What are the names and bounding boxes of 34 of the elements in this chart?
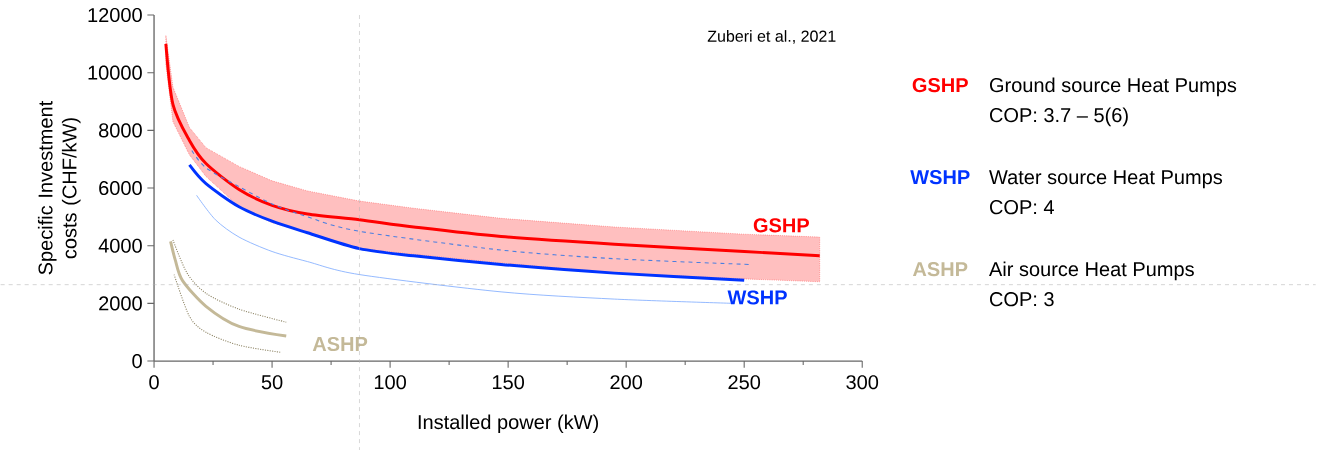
text: Air source Heat Pumps [989,261,1194,281]
annotation: Zuberi et al., 2021 [707,30,836,44]
x-tick-label: 0 [149,375,159,390]
line-series [187,163,746,282]
text: COP: 3.7 – 5(6) [989,107,1128,127]
y-axis-title: Specific Investment costs (CHF/kW) [37,100,81,275]
text: Ground source Heat Pumps [989,77,1237,97]
y-tick-label: 4000 [98,238,142,253]
line-series [172,239,287,323]
line-series [173,273,283,353]
y-tick-label: 8000 [99,123,142,138]
x-tick-label: 150 [492,375,525,390]
line-series [169,239,288,338]
y-tick-label: 10000 [88,65,142,80]
series-label: ASHP [312,336,368,352]
y-tick-label: 0 [132,353,142,369]
text: GSHP [912,78,968,93]
text: WSHP [910,170,970,185]
x-axis-title: Installed power (kW) [418,414,599,434]
x-tick-label: 300 [846,375,879,390]
series-label: GSHP [753,218,809,233]
y-tick-label: 6000 [99,180,142,196]
x-tick-label: 50 [261,375,283,390]
x-tick-label: 200 [610,375,643,390]
text: COP: 4 [989,200,1054,215]
y-tick-label: 12000 [88,7,142,23]
text: ASHP [912,262,968,277]
x-tick-label: 100 [374,375,406,390]
text: COP: 3 [989,292,1054,307]
y-tick-label: 2000 [99,296,142,311]
x-tick-label: 250 [728,375,761,390]
series-label: WSHP [727,290,787,305]
text: Water source Heat Pumps [989,170,1223,189]
line-series [191,149,750,265]
